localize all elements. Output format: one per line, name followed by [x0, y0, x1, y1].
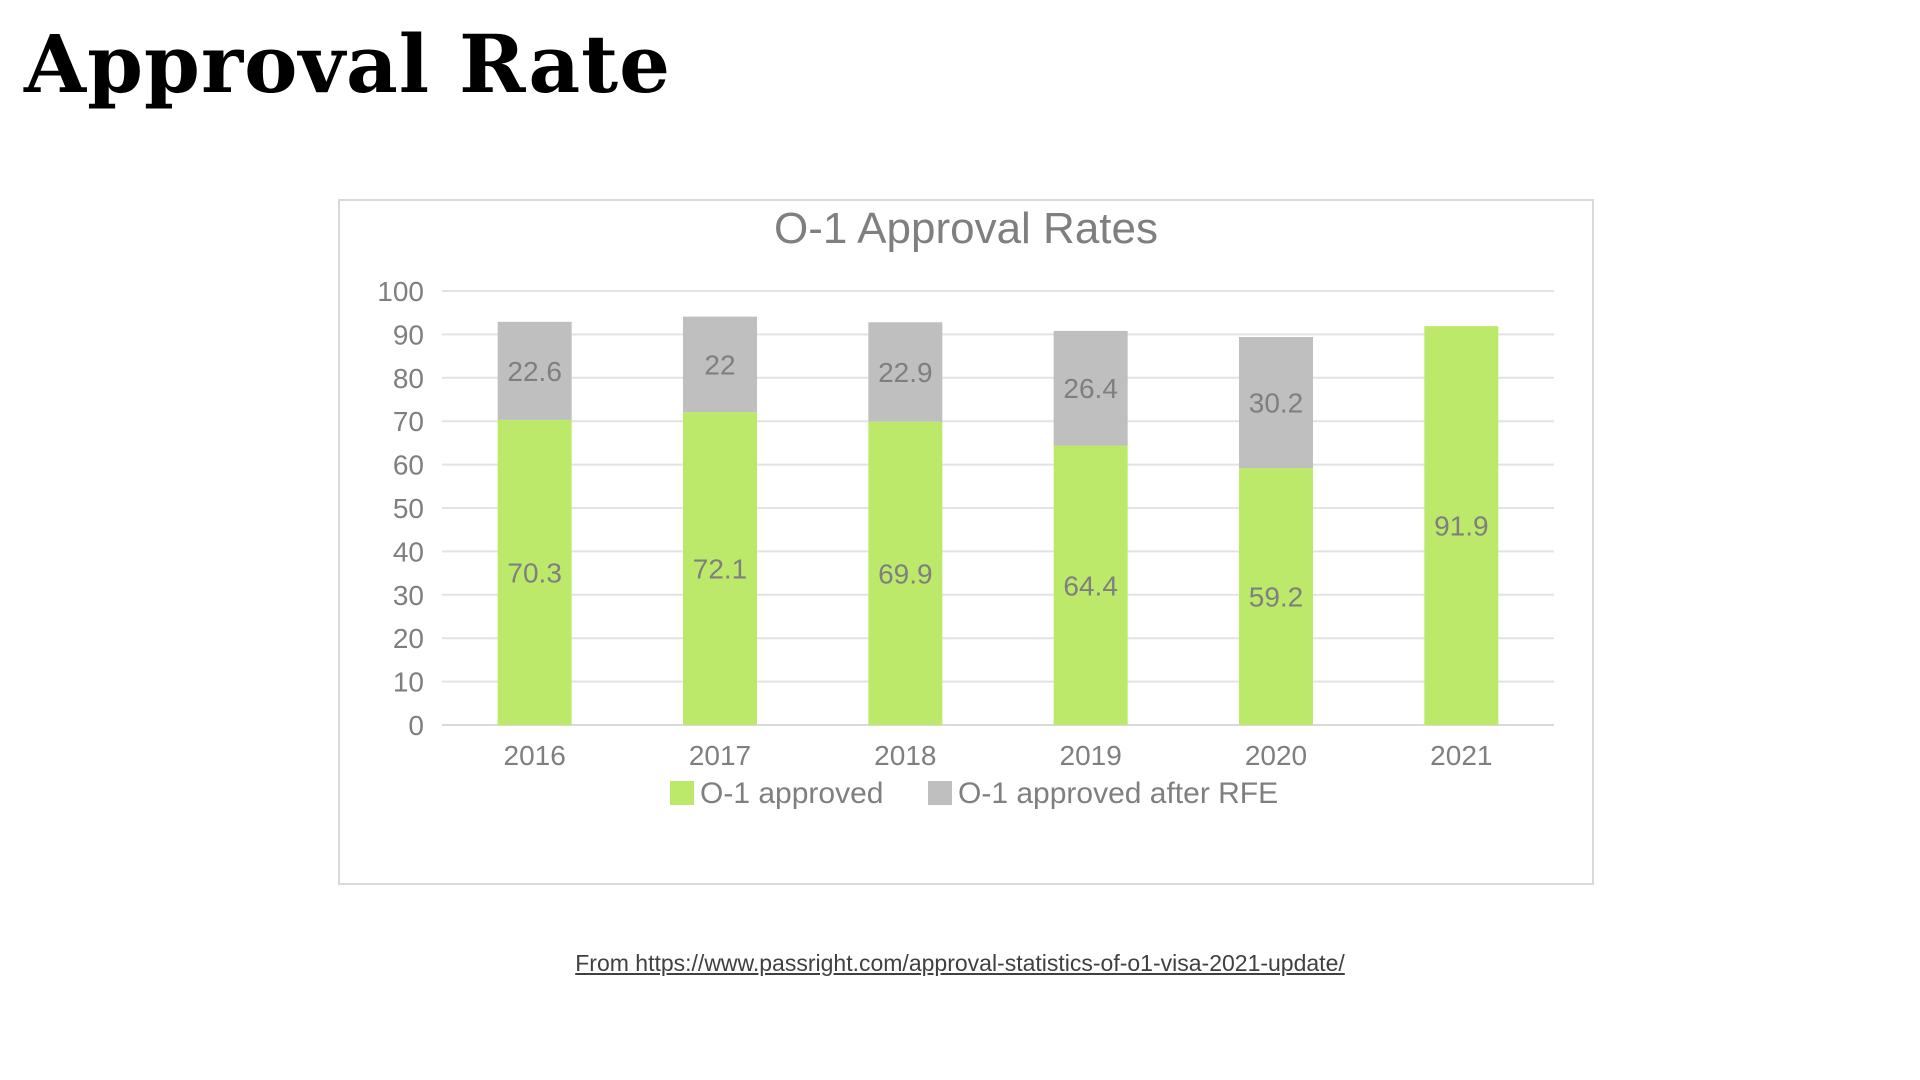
y-tick-label: 50: [393, 493, 424, 524]
x-tick-label: 2016: [504, 740, 566, 771]
y-tick-label: 70: [393, 406, 424, 437]
y-tick-label: 100: [377, 276, 424, 307]
bar-approved-after-rfe: [1239, 337, 1313, 469]
gridlines: [442, 290, 1554, 726]
y-tick-label: 60: [393, 450, 424, 481]
y-tick-label: 30: [393, 580, 424, 611]
y-tick-label: 0: [408, 710, 424, 741]
bar-approved-after-rfe: [497, 321, 572, 420]
y-tick-label: 10: [393, 667, 424, 698]
bar-approved: [497, 419, 572, 725]
data-label: 22.9: [878, 357, 933, 388]
chart-title: O-1 Approval Rates: [774, 204, 1158, 253]
y-tick-label: 20: [393, 623, 424, 654]
data-label: 59.2: [1249, 582, 1304, 613]
data-label: 72.1: [693, 554, 748, 585]
data-label: 26.4: [1063, 373, 1118, 404]
legend-label: O-1 approved: [700, 777, 883, 810]
legend-swatch: [928, 781, 952, 805]
y-tick-label: 90: [393, 319, 424, 350]
y-tick-label: 40: [393, 536, 424, 567]
bar-approved-after-rfe: [683, 316, 757, 413]
bar-approved: [1053, 445, 1128, 725]
source-link[interactable]: From https://www.passright.com/approval-…: [575, 950, 1345, 976]
data-label: 22.6: [507, 356, 562, 387]
chart-frame: O-1 Approval Rates 0 10 20 30 40 50 60 70 80 90 10…: [338, 199, 1594, 885]
legend-label: O-1 approved after RFE: [958, 777, 1278, 810]
data-label: 30.2: [1249, 388, 1304, 419]
y-axis-ticks: 0 10 20 30 40 50 60 70 80 90 100: [377, 276, 424, 741]
bar-approved: [1239, 468, 1313, 725]
x-tick-label: 2019: [1060, 740, 1122, 771]
x-tick-label: 2021: [1430, 740, 1492, 771]
x-tick-label: 2020: [1245, 740, 1307, 771]
bar-approved-after-rfe: [1053, 330, 1128, 446]
bar-approved: [1424, 326, 1499, 725]
data-label: 22: [704, 349, 735, 380]
bar-approved: [683, 412, 757, 725]
x-tick-label: 2017: [689, 740, 751, 771]
data-label: 69.9: [878, 558, 933, 589]
bar-approved: [868, 421, 943, 725]
legend-swatch: [670, 781, 694, 805]
x-tick-label: 2018: [874, 740, 936, 771]
data-label: 70.3: [507, 557, 562, 588]
y-tick-label: 80: [393, 363, 424, 394]
data-labels: 70.3 22.6 72.1 22 69.9 22.9 64.4 26.4 59.2 30.2 91…: [507, 349, 1488, 612]
bar-approved-after-rfe: [868, 322, 943, 422]
data-label: 64.4: [1063, 570, 1118, 601]
page-title: Approval Rate: [24, 17, 672, 111]
bars: [497, 316, 1499, 725]
stacked-bar-chart: O-1 Approval Rates 0 10 20 30 40 50 60 70 80 90 10…: [377, 204, 1554, 810]
data-label: 91.9: [1434, 511, 1489, 542]
legend: O-1 approved O-1 approved after RFE: [670, 777, 1278, 810]
x-axis-ticks: 2016 2017 2018 2019 2020 2021: [504, 740, 1493, 771]
